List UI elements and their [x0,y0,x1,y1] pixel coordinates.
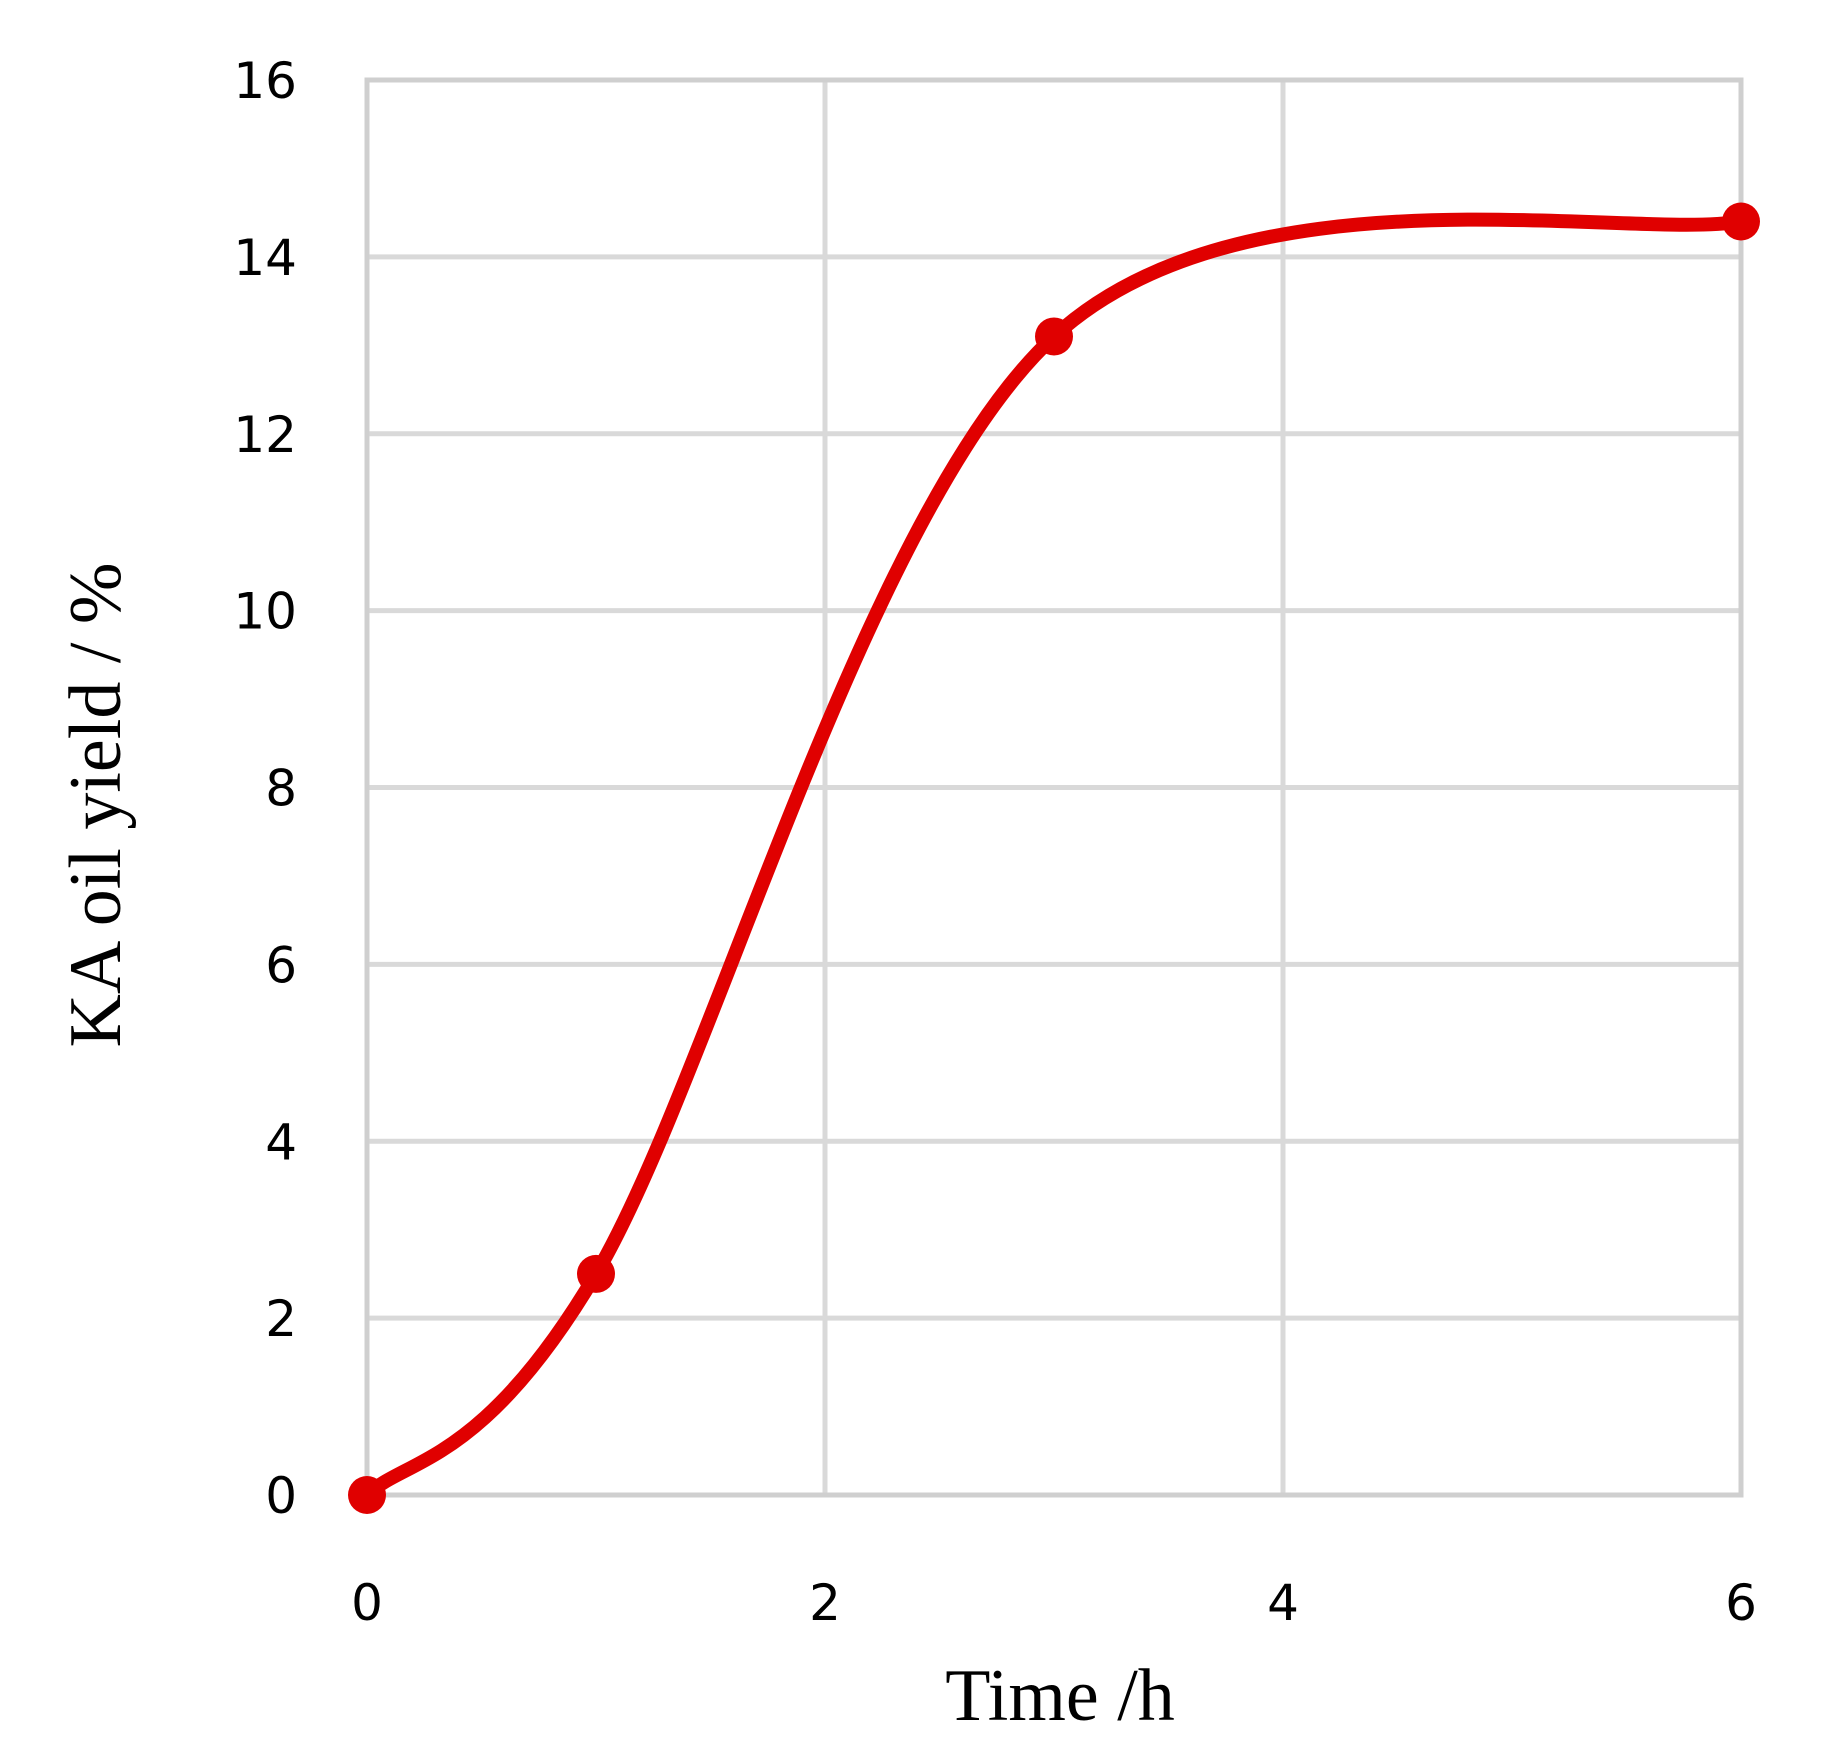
data-point [1035,317,1073,356]
y-tick-label: 2 [265,1290,297,1348]
y-tick-label: 4 [265,1113,297,1171]
y-tick-label: 16 [233,52,297,110]
series-line [360,212,1748,1502]
y-tick-label: 6 [265,936,297,994]
y-tick-label: 0 [265,1467,297,1525]
y-tick-label: 10 [233,583,297,641]
y-tick-label: 8 [265,760,297,818]
tick-labels: 0 2 4 6 8 10 12 14 16 0 2 4 6 [233,52,1757,1632]
x-axis-title: Time /h [945,1655,1175,1737]
series-layer [348,202,1760,1514]
grid [364,77,1744,1498]
data-point [348,1476,386,1514]
x-tick-label: 4 [1267,1574,1299,1632]
y-tick-label: 14 [233,229,297,287]
plot-frame [364,77,1744,1498]
y-tick-label: 12 [233,406,297,464]
data-point [577,1254,615,1293]
y-axis-title: KA oil yield / % [55,562,137,1047]
x-tick-label: 0 [351,1574,383,1632]
x-tick-label: 6 [1725,1574,1757,1632]
x-tick-label: 2 [809,1574,841,1632]
data-point [1722,202,1760,241]
